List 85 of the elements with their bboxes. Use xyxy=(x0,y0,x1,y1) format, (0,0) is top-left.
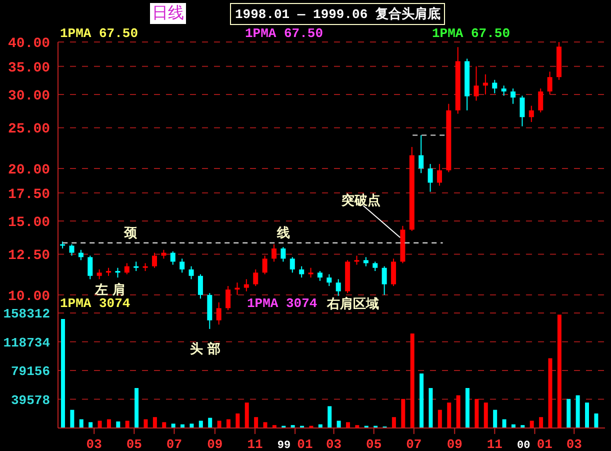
bar xyxy=(328,406,332,428)
bar xyxy=(79,419,84,428)
y-tick-label: 79156 xyxy=(10,364,50,380)
x-tick-label: 05 xyxy=(366,437,382,451)
bar xyxy=(420,373,424,428)
bar xyxy=(447,402,452,428)
y-tick-label: 20.00 xyxy=(8,162,50,178)
bar xyxy=(106,419,111,428)
bar xyxy=(566,398,571,428)
x-tick-label: 09 xyxy=(446,437,463,451)
bar xyxy=(576,395,580,428)
bar xyxy=(217,420,222,428)
y-tick-label: 10.00 xyxy=(8,288,50,305)
bar xyxy=(144,419,148,428)
x-tick-label: 03 xyxy=(326,437,342,451)
bar xyxy=(134,388,139,428)
bar xyxy=(336,420,341,428)
bar xyxy=(171,424,176,428)
bar xyxy=(438,410,442,428)
bar xyxy=(392,417,396,428)
annotation: 1PMA 3074 xyxy=(247,296,318,311)
bar xyxy=(61,318,65,428)
bar xyxy=(125,420,130,428)
bar xyxy=(263,422,268,428)
annotation: 1PMA 3074 xyxy=(60,296,130,311)
x-tick-label: 05 xyxy=(126,437,142,451)
bar xyxy=(428,388,433,428)
bar xyxy=(530,420,534,428)
text: 1PMA 67.50 xyxy=(245,26,324,41)
y-tick-label: 15.00 xyxy=(8,214,50,231)
x-tick-label: 07 xyxy=(406,437,422,451)
y-tick-label: 17.50 xyxy=(8,186,50,203)
bar xyxy=(254,417,258,428)
bar xyxy=(594,413,598,428)
chart-title: 1998.01 — 1999.06 复合头肩底 xyxy=(230,3,446,25)
bar xyxy=(474,398,479,428)
bar xyxy=(456,395,460,428)
bar xyxy=(502,419,506,428)
bar xyxy=(208,418,212,428)
y-tick-label: 39578 xyxy=(10,392,50,408)
bar xyxy=(466,388,470,428)
bar xyxy=(493,410,498,428)
bar xyxy=(548,358,552,428)
annotation: 左 肩 xyxy=(95,282,126,298)
bar xyxy=(226,419,230,428)
annotation: 右肩区域 xyxy=(327,296,379,313)
x-tick-label: 03 xyxy=(566,437,582,451)
y-tick-label: 25.00 xyxy=(8,122,50,138)
x-tick-label: 99 01 xyxy=(277,437,313,451)
text: 1PMA 67.50 xyxy=(60,26,138,41)
annotation: 颈 xyxy=(124,225,137,242)
bar xyxy=(244,402,249,428)
annotation: 线 xyxy=(277,225,290,242)
chart-subtitle: 日线 xyxy=(150,3,186,24)
bar xyxy=(88,422,93,428)
bar xyxy=(162,422,166,428)
x-tick-label: 11 xyxy=(247,437,263,451)
x-tick-label: 00 01 xyxy=(517,437,553,451)
bar xyxy=(198,420,203,428)
y-tick-label: 30.00 xyxy=(8,88,50,104)
y-tick-label: 35.00 xyxy=(8,60,50,76)
bar xyxy=(190,424,194,428)
y-tick-label: 12.50 xyxy=(8,248,50,264)
x-tick-label: 03 xyxy=(86,437,102,451)
y-tick-label: 118734 xyxy=(3,335,50,350)
bar xyxy=(236,413,240,428)
bar xyxy=(98,420,102,428)
text: 1PMA 67.50 xyxy=(432,26,510,41)
y-tick-label: 158312 xyxy=(3,306,50,322)
x-tick-label: 09 xyxy=(207,437,223,451)
bar xyxy=(484,402,488,428)
bar xyxy=(152,417,157,428)
bar xyxy=(116,421,120,428)
y-tick-label: 40.00 xyxy=(8,36,50,52)
bar xyxy=(539,417,544,428)
bar xyxy=(346,422,350,428)
bar xyxy=(401,398,406,428)
x-tick-label: 11 xyxy=(486,437,503,451)
bar xyxy=(70,410,74,428)
x-tick-label: 07 xyxy=(166,437,182,451)
bar xyxy=(410,334,414,428)
bar xyxy=(585,402,590,428)
annotation: 突破点 xyxy=(340,192,381,208)
annotation: 头 部 xyxy=(190,340,221,358)
bar xyxy=(557,314,562,428)
